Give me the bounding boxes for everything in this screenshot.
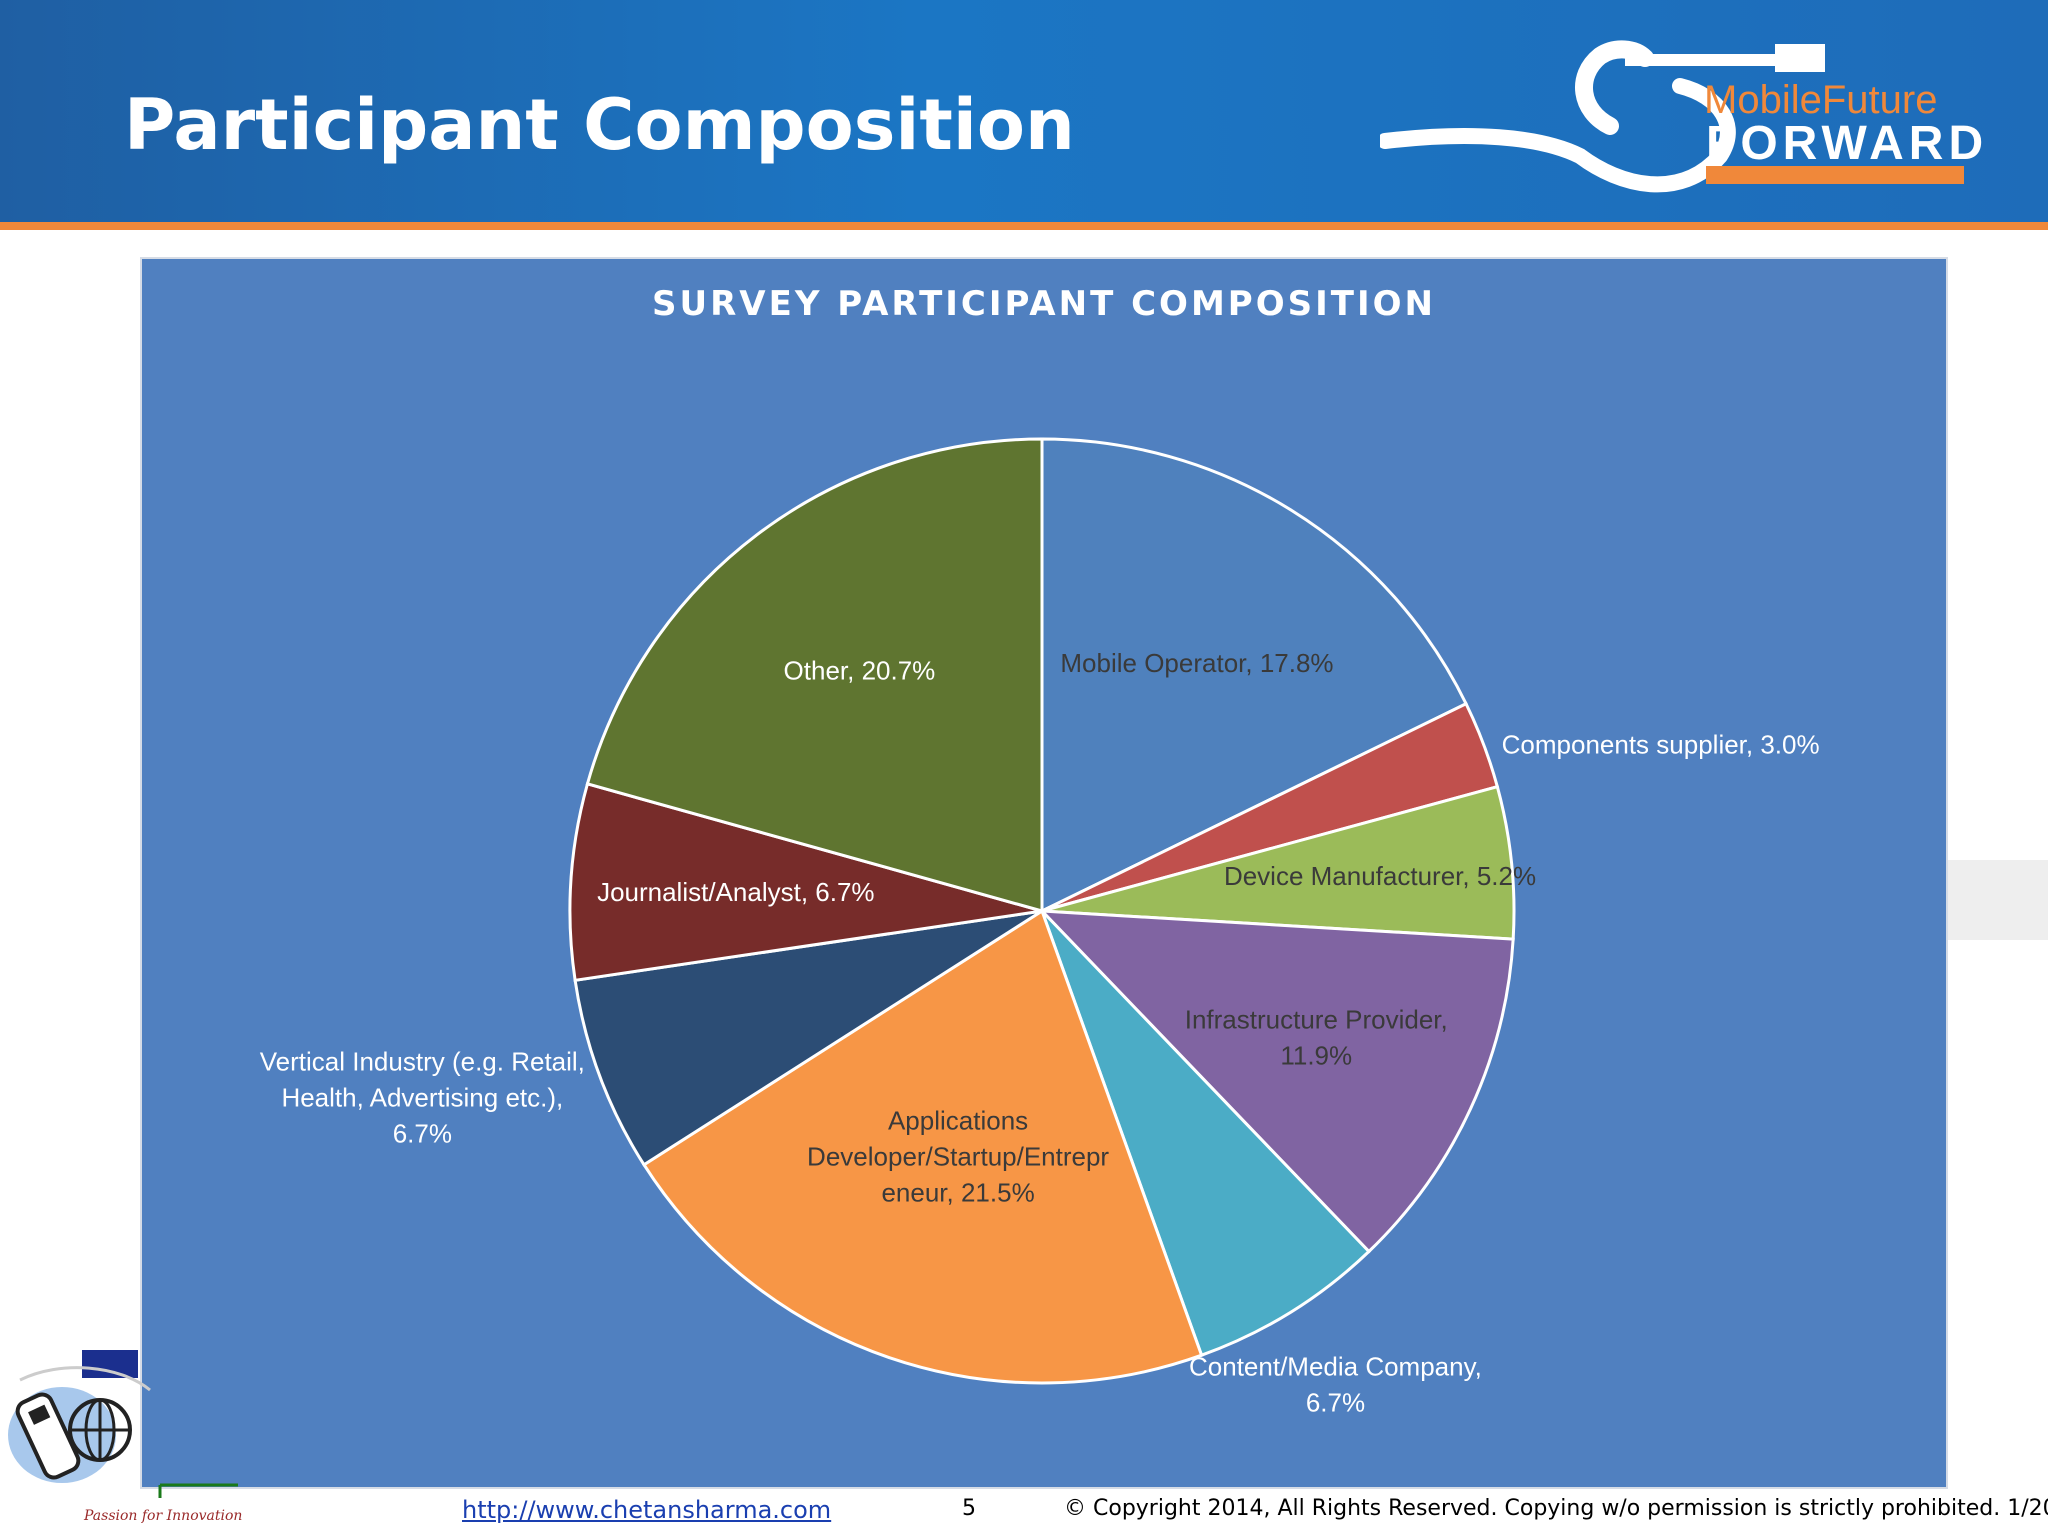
logo-swoosh-icon xyxy=(1380,40,1825,193)
slice-label: Infrastructure Provider, 11.9% xyxy=(1185,1005,1448,1071)
telecom-globe-logo-icon xyxy=(8,1350,238,1498)
slice-label: Applications Developer/Startup/Entrepr ene… xyxy=(807,1106,1109,1208)
mobile-future-forward-logo: MobileFuture FORWARD xyxy=(1380,36,1983,206)
pie-slice xyxy=(1038,909,1515,1254)
logo-wordmark-bottom: FORWARD xyxy=(1706,117,1989,170)
pie-slice xyxy=(1040,909,1372,1358)
pie-slice xyxy=(641,908,1204,1385)
header-accent-stripe xyxy=(0,222,2048,230)
pie-slice xyxy=(585,437,1044,913)
slice-label: Content/Media Company, 6.7% xyxy=(1189,1351,1482,1417)
pie-slice xyxy=(1041,784,1516,941)
footer-copyright: © Copyright 2014, All Rights Reserved. C… xyxy=(1064,1496,2048,1521)
slide-title: Participant Composition xyxy=(124,84,1075,166)
pie-slice xyxy=(568,781,1043,983)
header-banner xyxy=(0,0,2048,222)
slice-label: Device Manufacturer, 5.2% xyxy=(1224,861,1536,891)
chart-title: SURVEY PARTICIPANT COMPOSITION xyxy=(652,284,1436,324)
slice-label: Components supplier, 3.0% xyxy=(1502,729,1820,759)
pie-slice xyxy=(1040,437,1469,914)
pie-chart: Mobile Operator, 17.8% Components supplie… xyxy=(260,437,1820,1417)
pie-slice xyxy=(573,909,1043,1167)
footer-website-link[interactable]: http://www.chetansharma.com xyxy=(462,1496,832,1524)
slice-label: Journalist/Analyst, 6.7% xyxy=(597,877,874,907)
slice-label: Mobile Operator, 17.8% xyxy=(1060,648,1333,678)
logo-orange-bar xyxy=(1706,166,1964,184)
page-number: 5 xyxy=(962,1496,976,1521)
slice-label: Other, 20.7% xyxy=(784,655,936,685)
slice-label: Vertical Industry (e.g. Retail, Health, A… xyxy=(260,1047,585,1149)
logo-wordmark-top: MobileFuture xyxy=(1704,78,1938,122)
footer-tagline: Passion for Innovation xyxy=(84,1508,243,1524)
chart-area: SURVEY PARTICIPANT COMPOSITION Mobile Op… xyxy=(140,257,1948,1489)
